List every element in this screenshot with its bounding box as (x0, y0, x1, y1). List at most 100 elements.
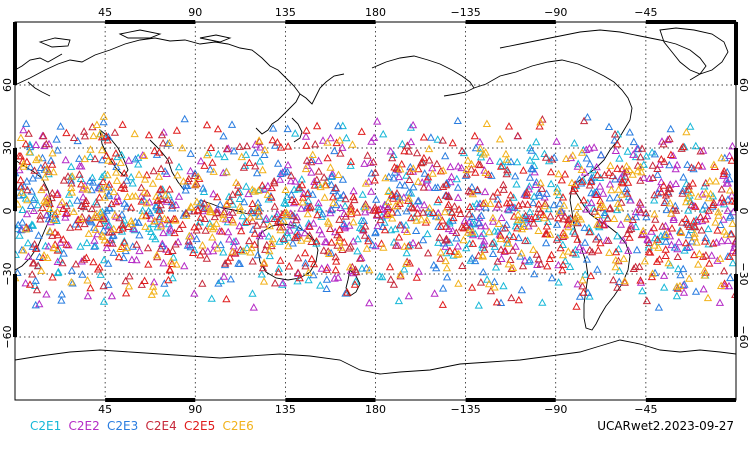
occultation-marker (235, 194, 244, 202)
occultation-marker (212, 208, 221, 216)
occultation-marker (233, 188, 243, 196)
occultation-marker (142, 189, 152, 197)
occultation-marker (707, 251, 716, 259)
occultation-marker (297, 180, 307, 189)
occultation-marker (89, 257, 98, 266)
occultation-marker (441, 222, 451, 230)
occultation-marker (719, 215, 728, 223)
occultation-marker (675, 281, 685, 290)
occultation-marker (436, 222, 446, 230)
bottom-lon-label: 180 (365, 403, 386, 416)
occultation-marker (246, 206, 256, 215)
occultation-marker (126, 172, 136, 181)
occultation-marker (165, 265, 174, 273)
occultation-marker (371, 206, 380, 214)
occultation-marker (452, 233, 461, 242)
occultation-marker (452, 174, 461, 183)
occultation-marker (392, 189, 402, 197)
occultation-marker (420, 169, 429, 177)
occultation-marker (129, 224, 138, 233)
occultation-marker (210, 212, 219, 221)
occultation-marker (379, 243, 388, 251)
occultation-marker (391, 224, 400, 233)
occultation-marker (87, 204, 97, 213)
occultation-marker (578, 177, 587, 185)
occultation-marker (617, 190, 626, 198)
occultation-marker (259, 277, 269, 285)
occultation-marker (699, 284, 708, 293)
occultation-marker (269, 124, 278, 132)
occultation-marker (91, 210, 100, 219)
coastline-kamchatka (299, 73, 345, 105)
occultation-marker (105, 180, 114, 188)
occultation-marker (402, 248, 411, 257)
occultation-marker (196, 156, 206, 165)
occultation-marker (109, 187, 119, 196)
occultation-marker (22, 177, 32, 185)
occultation-marker (729, 207, 736, 216)
occultation-marker (395, 192, 404, 201)
occultation-marker (554, 278, 563, 286)
occultation-marker (600, 220, 609, 228)
occultation-marker (534, 188, 543, 196)
occultation-marker (502, 234, 512, 243)
occultation-marker (474, 251, 483, 259)
occultation-marker (53, 257, 62, 265)
occultation-marker (322, 284, 331, 292)
occultation-marker (264, 232, 273, 240)
occultation-marker (649, 223, 659, 232)
occultation-marker (267, 241, 276, 250)
occultation-marker (79, 183, 89, 192)
occultation-marker (325, 224, 335, 232)
occultation-marker (459, 235, 468, 244)
occultation-marker (689, 201, 699, 210)
occultation-marker (529, 245, 538, 253)
occultation-marker (400, 242, 409, 250)
occultation-marker (474, 218, 484, 226)
occultation-marker (18, 218, 27, 226)
occultation-marker (419, 183, 428, 191)
occultation-marker (676, 228, 686, 236)
occultation-marker (37, 266, 46, 274)
occultation-marker (169, 214, 178, 222)
occultation-marker (578, 275, 587, 284)
occultation-marker (703, 293, 713, 302)
bottom-lon-label: 90 (188, 403, 202, 416)
occultation-marker (203, 247, 212, 255)
occultation-marker (587, 247, 597, 256)
occultation-marker (175, 224, 184, 232)
occultation-marker (473, 185, 482, 193)
occultation-marker (82, 253, 91, 261)
occultation-marker (227, 120, 237, 128)
occultation-marker (48, 272, 57, 281)
occultation-marker (488, 217, 498, 225)
occultation-marker (283, 124, 292, 133)
occultation-marker (331, 183, 340, 192)
occultation-marker (543, 261, 552, 270)
occultation-marker (430, 289, 439, 297)
occultation-marker (414, 164, 423, 173)
occultation-marker (353, 246, 362, 255)
occultation-marker (494, 219, 503, 227)
occultation-marker (619, 254, 628, 262)
occultation-marker (39, 250, 49, 259)
occultation-marker (260, 150, 269, 158)
occultation-marker (722, 230, 731, 238)
occultation-marker (262, 214, 271, 222)
occultation-marker (156, 219, 166, 228)
left-lat-label: −30 (1, 262, 14, 285)
occultation-marker (263, 190, 272, 198)
occultation-marker (71, 259, 81, 268)
occultation-marker (365, 298, 374, 307)
occultation-marker (404, 194, 414, 202)
occultation-marker (205, 207, 215, 215)
occultation-marker (674, 264, 683, 273)
occultation-marker (44, 242, 53, 250)
left-lat-label: −60 (1, 325, 14, 348)
occultation-marker (151, 201, 161, 209)
occultation-marker (76, 214, 86, 222)
occultation-marker (22, 157, 32, 165)
top-lon-label: −90 (544, 6, 567, 19)
occultation-marker (611, 146, 620, 154)
occultation-marker (725, 151, 734, 159)
